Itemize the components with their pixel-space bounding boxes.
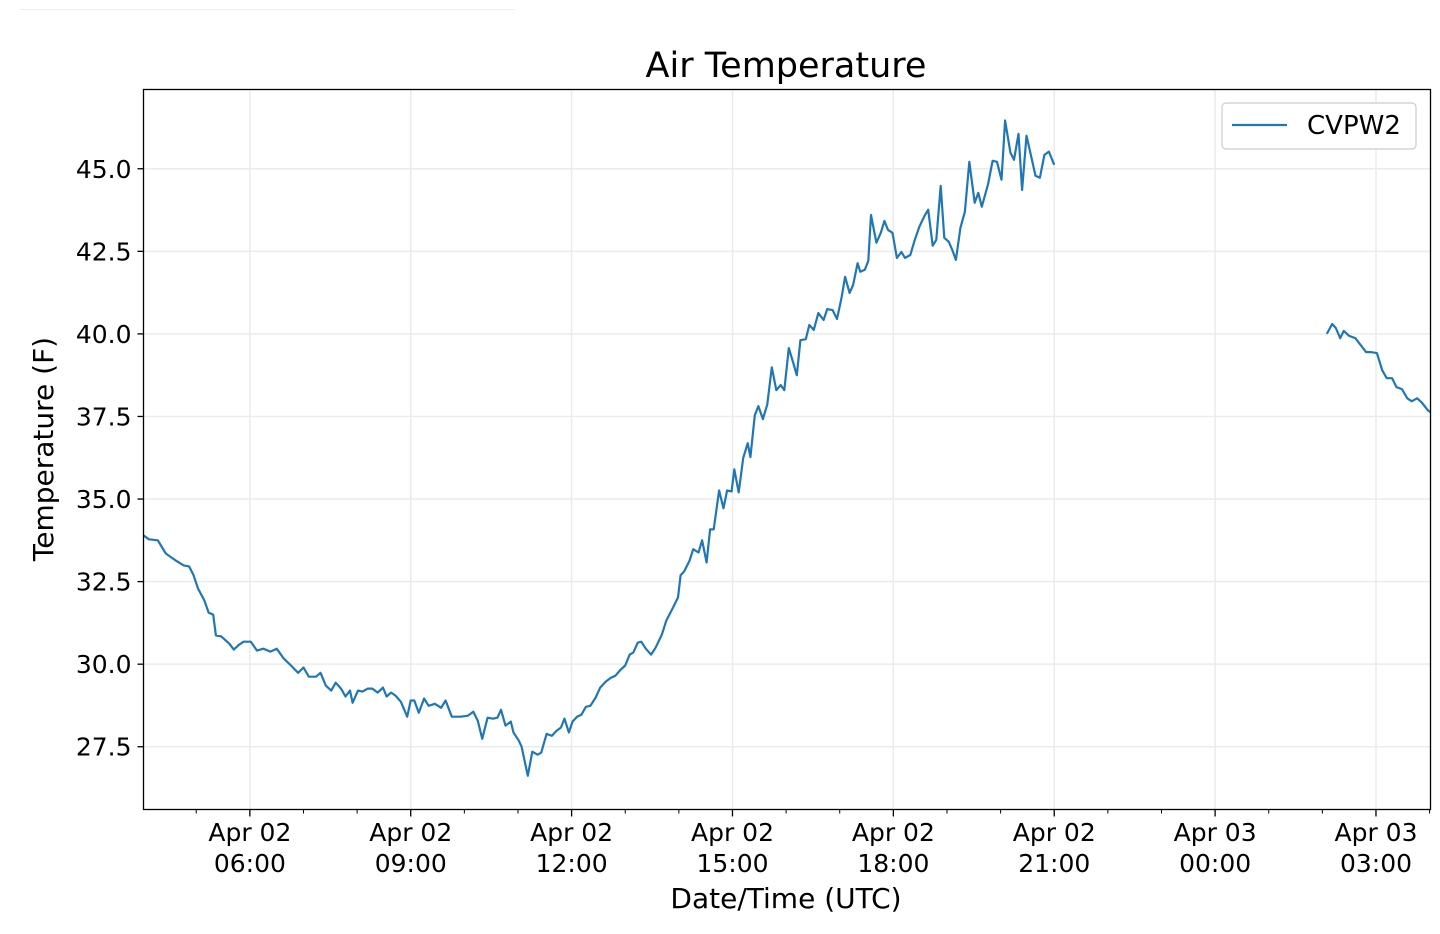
legend-box [1221,102,1417,150]
plot-frame [142,88,1432,811]
x-tick-label-time: 15:00 [696,849,768,878]
y-tick-label: 37.5 [76,402,132,431]
y-axis-label: Temperature (F) [27,337,60,562]
x-tick-label-date: Apr 02 [852,818,935,847]
y-tick-label: 32.5 [76,568,132,597]
series-line-cvpw2 [1325,322,1432,414]
series-layer [142,119,1432,777]
x-tick-label-time: 03:00 [1340,849,1412,878]
y-tick-label: 40.0 [76,320,132,349]
x-tick-label-time: 12:00 [536,849,608,878]
x-tick-label-date: Apr 03 [1174,818,1257,847]
x-tick-label-time: 00:00 [1179,849,1251,878]
y-tick-label: 27.5 [76,733,132,762]
x-tick-label-time: 21:00 [1018,849,1090,878]
x-tick-label-date: Apr 02 [530,818,613,847]
grid [143,89,1431,810]
legend: CVPW2 [1221,102,1417,150]
x-tick-label-date: Apr 02 [208,818,291,847]
legend-label-cvpw2: CVPW2 [1307,111,1401,141]
x-tick-label-time: 18:00 [857,849,929,878]
y-tick-label: 42.5 [76,237,132,266]
x-tick-label-time: 09:00 [375,849,447,878]
x-tick-label-date: Apr 02 [691,818,774,847]
series-line-cvpw2 [142,119,1056,777]
x-tick-label-date: Apr 03 [1334,818,1417,847]
x-tick-label-time: 06:00 [214,849,286,878]
x-tick-label-date: Apr 02 [369,818,452,847]
y-tick-label: 35.0 [76,485,132,514]
top-divider [20,9,515,10]
y-tick-label: 45.0 [76,155,132,184]
y-tick-label: 30.0 [76,650,132,679]
x-axis-label: Date/Time (UTC) [670,882,901,915]
x-tick-label-date: Apr 02 [1013,818,1096,847]
chart-title: Air Temperature [646,46,927,86]
